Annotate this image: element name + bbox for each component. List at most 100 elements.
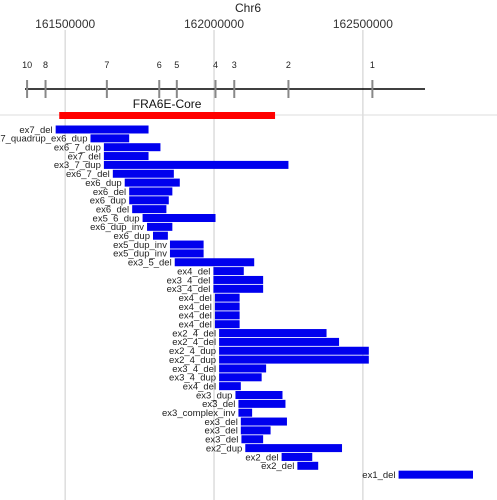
- variant-bar: [112, 169, 174, 178]
- exon-label: 5: [174, 60, 179, 70]
- exon-label: 8: [43, 60, 48, 70]
- variant-bar: [214, 311, 240, 320]
- variant-label: ex6_dup_inv: [90, 222, 144, 233]
- variant-label: ex2_4_dup: [169, 346, 216, 357]
- variant-label: ex5_6_dup: [93, 213, 140, 224]
- variant-bar: [169, 240, 204, 249]
- variant-label: ex1_del: [362, 470, 395, 481]
- exon-label: 6: [157, 60, 162, 70]
- variant-label: ex2_del: [245, 452, 278, 463]
- variant-label: ex3_dup: [196, 390, 232, 401]
- variant-label: ex6_dup: [85, 178, 121, 189]
- variant-label: ex3_del: [205, 435, 238, 446]
- variant-bar: [129, 187, 173, 196]
- fra6e-core-region: FRA6E-Core: [0, 97, 497, 119]
- variant-bar: [219, 346, 369, 355]
- variant-label: ex3_4_del: [167, 284, 211, 295]
- variant-bar: [235, 391, 283, 399]
- variant-bar: [129, 196, 169, 205]
- variant-bar: [103, 143, 161, 152]
- variant-label: ex3_del: [205, 426, 238, 437]
- variant-label: ex4_del: [183, 381, 216, 392]
- variant-label: ex2_del: [261, 461, 294, 472]
- region-label: FRA6E-Core: [133, 97, 202, 111]
- exon-label: 1: [370, 60, 375, 70]
- variant-bar: [214, 302, 240, 311]
- variant-label: ex6_del: [96, 204, 129, 215]
- variant-bar: [213, 275, 264, 284]
- variant-label: ex2_dup: [206, 443, 242, 454]
- variant-bar: [55, 125, 149, 134]
- variant-label: ex5_dup_inv: [113, 249, 167, 260]
- variant-bar: [153, 231, 168, 240]
- region-bar: [59, 112, 276, 119]
- variant-bar: [103, 152, 149, 161]
- variant-label: ex3_4_del: [167, 275, 211, 286]
- variant-labels: ex7_delex7_quadrup_ex6_dupex6_7_dupex7_d…: [0, 125, 396, 481]
- variant-bar: [219, 373, 262, 382]
- variant-bar: [90, 134, 130, 143]
- variant-label: ex4_del: [179, 293, 212, 304]
- variant-label: ex3_7_dup: [54, 160, 101, 171]
- variant-label: ex3_del: [202, 399, 235, 410]
- variant-label: ex3_4_dup: [169, 373, 216, 384]
- variant-label: ex4_del: [179, 302, 212, 313]
- variant-label: ex3_complex_inv: [162, 408, 236, 419]
- variant-bar: [213, 284, 264, 293]
- variant-label: ex3_del: [205, 417, 238, 428]
- variant-label: ex6_7_dup: [54, 143, 101, 154]
- variant-label: ex6_del: [93, 187, 126, 198]
- variant-label: ex2_4_del: [172, 337, 216, 348]
- variant-label: ex6_7_del: [66, 169, 110, 180]
- variant-bar: [214, 320, 240, 329]
- x-tick-label: 162500000: [333, 17, 393, 31]
- variant-label: ex7_quadrup_ex6_dup: [0, 134, 87, 145]
- variant-bar: [214, 293, 240, 302]
- variant-bar: [281, 452, 313, 461]
- variant-bar: [142, 214, 216, 222]
- x-tick-label: 161500000: [35, 17, 95, 31]
- variant-bar: [213, 267, 244, 276]
- variant-bar: [240, 426, 271, 435]
- variant-bar: [169, 249, 204, 258]
- variant-label: ex3_5_del: [128, 258, 172, 269]
- variant-label: ex6_dup: [114, 231, 150, 242]
- variant-bar: [103, 160, 289, 169]
- variant-label: ex2_4_dup: [169, 355, 216, 366]
- variant-bar: [219, 382, 241, 391]
- variant-label: ex4_del: [179, 311, 212, 322]
- variant-bar: [238, 399, 286, 408]
- exon-label: 10: [22, 60, 32, 70]
- variant-label: ex4_del: [177, 266, 210, 277]
- variant-label: ex6_dup: [90, 196, 126, 207]
- variant-bar: [174, 258, 255, 267]
- variant-bars: [55, 125, 473, 479]
- variant-label: ex7_del: [68, 151, 101, 162]
- variant-bar: [245, 444, 343, 453]
- variant-label: ex3_4_del: [172, 364, 216, 375]
- chart-title: Chr6: [235, 1, 261, 15]
- exon-label: 7: [104, 60, 109, 70]
- variant-bar: [147, 222, 173, 231]
- variant-label: ex7_del: [19, 125, 52, 136]
- variant-bar: [238, 408, 253, 417]
- variant-bar: [241, 435, 264, 444]
- variant-bar: [240, 417, 287, 426]
- x-tick-label: 162000000: [184, 17, 244, 31]
- exon-markers: 10 8 7 6 5 4 3 2 1: [22, 60, 375, 98]
- variant-bar: [398, 470, 473, 479]
- variant-bar: [219, 329, 327, 338]
- variant-label: ex5_dup_inv: [113, 240, 167, 251]
- variant-label: ex2_4_del: [172, 328, 216, 339]
- exon-label: 4: [213, 60, 218, 70]
- exon-label: 3: [232, 60, 237, 70]
- variant-bar: [219, 337, 340, 346]
- variant-bar: [297, 461, 319, 470]
- variant-bar: [219, 364, 267, 373]
- variant-bar: [219, 355, 369, 364]
- variant-bar: [124, 178, 180, 187]
- variant-bar: [132, 205, 167, 214]
- variant-label: ex4_del: [179, 320, 212, 331]
- exon-label: 2: [286, 60, 291, 70]
